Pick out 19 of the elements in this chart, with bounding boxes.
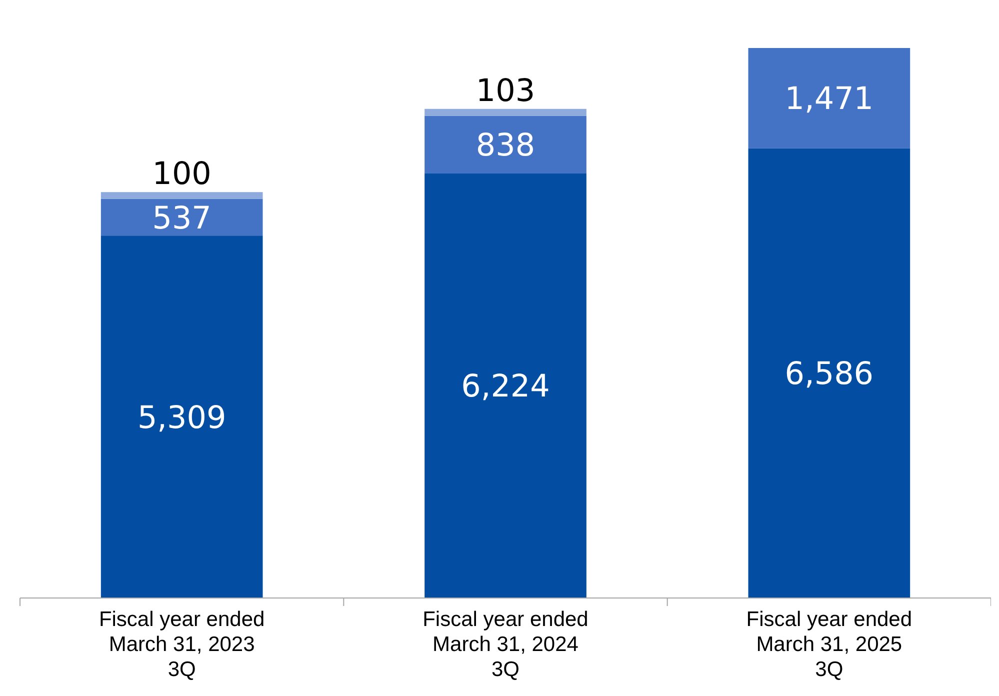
data-label: 6,586 <box>784 356 874 392</box>
bar <box>424 116 586 174</box>
data-label: 100 <box>152 156 212 192</box>
bar <box>748 148 910 598</box>
x-tick-label: Fiscal year ended March 31, 2025 3Q <box>746 608 912 681</box>
data-label: 537 <box>152 200 212 236</box>
data-label: 1,471 <box>784 81 874 118</box>
data-label: 5,309 <box>137 400 226 436</box>
bar <box>100 236 263 598</box>
x-tick-label: Fiscal year ended March 31, 2023 3Q <box>98 608 265 681</box>
bar <box>100 192 263 199</box>
data-label: 6,224 <box>461 368 550 405</box>
bar <box>424 173 586 598</box>
bar <box>100 198 263 236</box>
x-tick-label: Fiscal year ended March 31, 2024 3Q <box>422 608 588 681</box>
bar <box>748 48 910 148</box>
data-label: 838 <box>476 128 536 164</box>
data-label: 103 <box>476 72 536 109</box>
bar <box>424 108 586 116</box>
